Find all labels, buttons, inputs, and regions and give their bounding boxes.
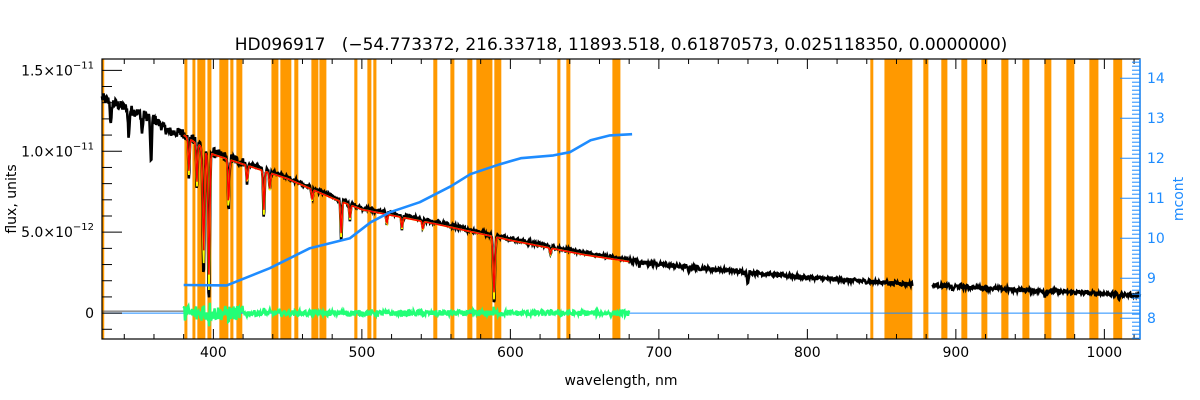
masked-band	[961, 59, 968, 339]
masked-band	[219, 59, 229, 339]
series-layer	[100, 93, 1142, 327]
y-right-tick-label: 10	[1147, 231, 1165, 247]
masked-band	[102, 59, 105, 339]
masked-band	[884, 59, 913, 339]
chart-title: HD096917 (−54.773372, 216.33718, 11893.5…	[235, 35, 1008, 55]
masked-band	[280, 59, 292, 339]
x-tick-label: 600	[497, 345, 524, 361]
masked-band	[467, 59, 473, 339]
x-tick-label: 800	[794, 345, 821, 361]
y-right-tick-label: 12	[1147, 151, 1165, 167]
flux-spectrum-line	[931, 279, 1142, 303]
y-tick-mantissa: 0	[85, 306, 94, 322]
masked-band	[192, 59, 196, 339]
masked-band	[319, 59, 327, 339]
y-right-tick-label: 9	[1147, 271, 1156, 287]
masked-band	[230, 59, 234, 339]
y-right-tick-label: 11	[1147, 191, 1165, 207]
masked-band	[433, 59, 438, 339]
axes: 400 500 600 700 800 900 100005.0×10−121.0×10−1…	[21, 58, 1165, 361]
x-tick-label: 900	[942, 345, 969, 361]
model-fit-line	[183, 134, 630, 293]
masked-band	[236, 59, 243, 339]
y-right-tick-label: 13	[1147, 111, 1165, 127]
x-tick-label: 700	[645, 345, 672, 361]
y-tick-exponent: −11	[73, 141, 94, 152]
masked-band	[1089, 59, 1099, 339]
residual-line	[182, 302, 631, 327]
x-axis-label: wavelength, nm	[565, 373, 678, 389]
masked-band	[294, 59, 299, 339]
x-tick-label: 400	[200, 345, 227, 361]
masked-band	[184, 59, 188, 339]
masked-bands	[102, 59, 1123, 339]
y-tick-label: 5.0×10−12	[21, 222, 94, 241]
y-tick-exponent: −12	[73, 222, 94, 233]
masked-band	[1066, 59, 1075, 339]
masked-band	[311, 59, 319, 339]
masked-band	[373, 59, 377, 339]
x-tick-label: 1000	[1087, 345, 1123, 361]
y-tick-mantissa: 1.5×10	[21, 63, 73, 79]
masked-band	[941, 59, 948, 339]
y-tick-label: 0	[85, 306, 94, 322]
masked-band	[981, 59, 988, 339]
masked-band	[1001, 59, 1009, 339]
masked-band	[476, 59, 493, 339]
masked-band	[1044, 59, 1052, 339]
x-tick-label: 500	[349, 345, 376, 361]
y-tick-mantissa: 1.0×10	[21, 144, 73, 160]
masked-band	[557, 59, 561, 339]
mcont-line	[183, 132, 633, 287]
y-axis-right-label: mcont	[1171, 176, 1187, 221]
masked-band	[271, 59, 279, 339]
masked-band	[566, 59, 571, 339]
masked-band	[870, 59, 874, 339]
masked-band	[923, 59, 929, 339]
y-right-tick-label: 8	[1147, 311, 1156, 327]
y-axis-label: flux, units	[4, 164, 20, 233]
y-tick-mantissa: 5.0×10	[21, 225, 73, 241]
masked-band	[450, 59, 455, 339]
y-right-tick-label: 14	[1147, 71, 1165, 87]
masked-band	[1113, 59, 1123, 339]
y-tick-label: 1.5×10−11	[21, 60, 94, 79]
masked-band	[612, 59, 621, 339]
y-tick-exponent: −11	[73, 60, 94, 71]
masked-band	[494, 59, 502, 339]
masked-band	[1022, 59, 1030, 339]
masked-band	[367, 59, 372, 339]
y-tick-label: 1.0×10−11	[21, 141, 94, 160]
masked-band	[354, 59, 358, 339]
